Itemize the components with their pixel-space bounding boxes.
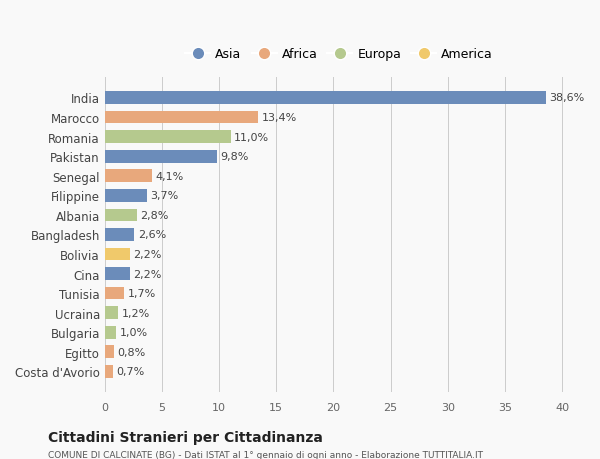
Bar [105, 92, 546, 105]
Text: 3,7%: 3,7% [151, 191, 179, 201]
Bar [105, 287, 124, 300]
Bar [105, 190, 147, 202]
Bar [105, 307, 118, 319]
Text: 13,4%: 13,4% [262, 113, 296, 123]
Text: 11,0%: 11,0% [234, 132, 269, 142]
Bar [105, 112, 258, 124]
Bar [105, 170, 152, 183]
Text: Cittadini Stranieri per Cittadinanza: Cittadini Stranieri per Cittadinanza [48, 430, 323, 444]
Text: 0,7%: 0,7% [116, 367, 145, 376]
Bar [105, 268, 130, 280]
Bar [105, 365, 113, 378]
Bar [105, 326, 116, 339]
Bar [105, 229, 134, 241]
Bar [105, 209, 137, 222]
Text: 2,2%: 2,2% [133, 249, 161, 259]
Bar [105, 131, 230, 144]
Text: 1,7%: 1,7% [128, 289, 156, 298]
Text: 9,8%: 9,8% [220, 152, 248, 162]
Text: 1,0%: 1,0% [119, 328, 148, 337]
Bar [105, 248, 130, 261]
Text: COMUNE DI CALCINATE (BG) - Dati ISTAT al 1° gennaio di ogni anno - Elaborazione : COMUNE DI CALCINATE (BG) - Dati ISTAT al… [48, 450, 483, 459]
Bar [105, 151, 217, 163]
Legend: Asia, Africa, Europa, America: Asia, Africa, Europa, America [180, 43, 498, 66]
Text: 4,1%: 4,1% [155, 171, 183, 181]
Text: 2,8%: 2,8% [140, 210, 169, 220]
Text: 1,2%: 1,2% [122, 308, 150, 318]
Bar [105, 346, 114, 358]
Text: 38,6%: 38,6% [550, 93, 585, 103]
Text: 0,8%: 0,8% [118, 347, 146, 357]
Text: 2,6%: 2,6% [138, 230, 166, 240]
Text: 2,2%: 2,2% [133, 269, 161, 279]
